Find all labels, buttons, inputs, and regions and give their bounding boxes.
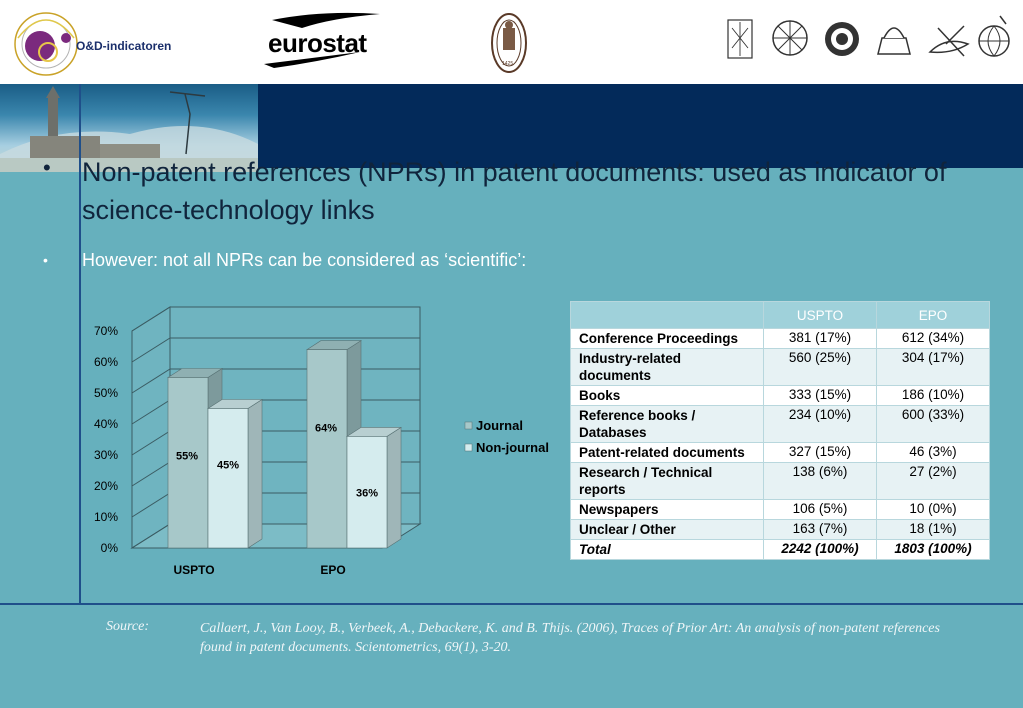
chart-bars: 55% 45% 64% 36% <box>166 340 403 549</box>
x-tick-label: EPO <box>320 563 345 577</box>
eurostat-logo: eurostat <box>262 12 384 70</box>
cake-icon <box>877 27 911 55</box>
y-tick-label: 60% <box>94 355 118 369</box>
od-indicatoren-logo: O&D-indicatoren <box>8 8 172 78</box>
row-epo-value: 10 (0%) <box>876 499 990 520</box>
title-banner <box>258 84 1023 168</box>
vertical-divider <box>79 84 81 604</box>
table-row: Reference books / Databases 234 (10%) 600 … <box>570 405 990 443</box>
rosette-icon <box>825 22 859 56</box>
chart-legend: Journal Non-journal <box>464 418 549 455</box>
table-header-uspto: USPTO <box>763 301 877 329</box>
main-bullet-text: Non-patent references (NPRs) in patent d… <box>82 157 947 225</box>
manuscript-icon <box>727 19 753 59</box>
bar-journal-epo <box>306 349 348 549</box>
table-body: Conference Proceedings 381 (17%) 612 (34%)… <box>570 328 990 560</box>
y-tick-label: 50% <box>94 386 118 400</box>
row-uspto-value: 163 (7%) <box>763 519 877 540</box>
gridline <box>131 306 420 332</box>
bar-non-journal-uspto <box>207 408 249 549</box>
y-axis-ticks: 0% 10% 20% 30% 40% 50% 60% 70% <box>94 324 118 555</box>
row-uspto-value: 327 (15%) <box>763 442 877 463</box>
row-epo-value: 46 (3%) <box>876 442 990 463</box>
x-tick-label: USPTO <box>173 563 214 577</box>
row-label: Research / Technical reports <box>570 462 764 500</box>
x-axis-labels: USPTO EPO <box>173 563 345 577</box>
row-epo-value: 186 (10%) <box>876 385 990 406</box>
gridline <box>131 337 420 363</box>
table-row: Newspapers 106 (5%) 10 (0%) <box>570 499 990 520</box>
legend-swatch <box>464 421 473 430</box>
row-uspto-value: 234 (10%) <box>763 405 877 443</box>
bird-icon <box>928 25 970 57</box>
npr-table: USPTO EPO Conference Proceedings 381 (17%… <box>570 301 990 560</box>
row-label: Patent-related documents <box>570 442 764 463</box>
seal-year: 1425 <box>502 61 514 67</box>
data-label: 55% <box>176 451 198 463</box>
row-epo-value: 1803 (100%) <box>876 539 990 560</box>
table-row: Total 2242 (100%) 1803 (100%) <box>570 539 990 560</box>
source-label: Source: <box>106 619 150 634</box>
bullet-dot: • <box>43 155 51 180</box>
bar-chart: 0% 10% 20% 30% 40% 50% 60% 70% 55% 45% 64% 36% USP… <box>94 306 549 577</box>
bar-non-journal-epo <box>346 436 388 549</box>
data-label: 45% <box>217 460 239 472</box>
table-header-empty <box>570 301 764 329</box>
row-epo-value: 27 (2%) <box>876 462 990 500</box>
row-uspto-value: 333 (15%) <box>763 385 877 406</box>
legend-swatch <box>464 443 473 452</box>
y-tick-label: 10% <box>94 510 118 524</box>
row-label: Industry-related documents <box>570 348 764 386</box>
row-epo-value: 304 (17%) <box>876 348 990 386</box>
chart-side-wall <box>131 306 171 549</box>
y-tick-label: 70% <box>94 324 118 338</box>
y-tick-label: 20% <box>94 479 118 493</box>
icon-row <box>724 14 1014 64</box>
row-label: Reference books / Databases <box>570 405 764 443</box>
row-label: Books <box>570 385 764 406</box>
university-seal-icon: 1425 <box>490 12 528 74</box>
row-uspto-value: 381 (17%) <box>763 328 877 349</box>
table-header-epo: EPO <box>876 301 990 329</box>
y-tick-label: 40% <box>94 417 118 431</box>
table-row: Books 333 (15%) 186 (10%) <box>570 385 990 406</box>
legend-label: Non-journal <box>476 440 549 455</box>
header-bar: O&D-indicatoren eurostat 1425 <box>0 0 1023 84</box>
table-row: Unclear / Other 163 (7%) 18 (1%) <box>570 519 990 540</box>
data-label: 36% <box>356 487 378 499</box>
y-tick-label: 30% <box>94 448 118 462</box>
y-tick-label: 0% <box>101 541 119 555</box>
table-row: Research / Technical reports 138 (6%) 27 (… <box>570 462 990 500</box>
table-header-row: USPTO EPO <box>570 301 990 329</box>
row-uspto-value: 560 (25%) <box>763 348 877 386</box>
table-row: Industry-related documents 560 (25%) 304 (… <box>570 348 990 386</box>
city-skyline-photo <box>0 84 258 172</box>
sub-bullet-text: However: not all NPRs can be considered … <box>82 250 527 270</box>
table-row: Patent-related documents 327 (15%) 46 (3%) <box>570 442 990 463</box>
bar-side <box>386 426 402 549</box>
eurostat-text: eurostat <box>268 28 367 58</box>
row-label: Unclear / Other <box>570 519 764 540</box>
row-epo-value: 18 (1%) <box>876 519 990 540</box>
row-uspto-value: 106 (5%) <box>763 499 877 520</box>
source-citation: Callaert, J., Van Looy, B., Verbeek, A.,… <box>200 621 940 655</box>
od-indicatoren-text: O&D-indicatoren <box>76 39 172 53</box>
row-epo-value: 600 (33%) <box>876 405 990 443</box>
bullet-dot: • <box>43 252 48 268</box>
bar-journal-uspto <box>167 377 209 549</box>
wheel-icon <box>772 20 808 56</box>
legend-label: Journal <box>476 418 523 433</box>
row-label: Newspapers <box>570 499 764 520</box>
horizontal-divider <box>0 603 1023 605</box>
row-uspto-value: 138 (6%) <box>763 462 877 500</box>
row-epo-value: 612 (34%) <box>876 328 990 349</box>
row-label: Total <box>570 539 764 560</box>
data-label: 64% <box>315 423 337 435</box>
bar-side <box>247 398 263 549</box>
row-uspto-value: 2242 (100%) <box>763 539 877 560</box>
globe-icon <box>978 15 1010 57</box>
table-row: Conference Proceedings 381 (17%) 612 (34%) <box>570 328 990 349</box>
row-label: Conference Proceedings <box>570 328 764 349</box>
